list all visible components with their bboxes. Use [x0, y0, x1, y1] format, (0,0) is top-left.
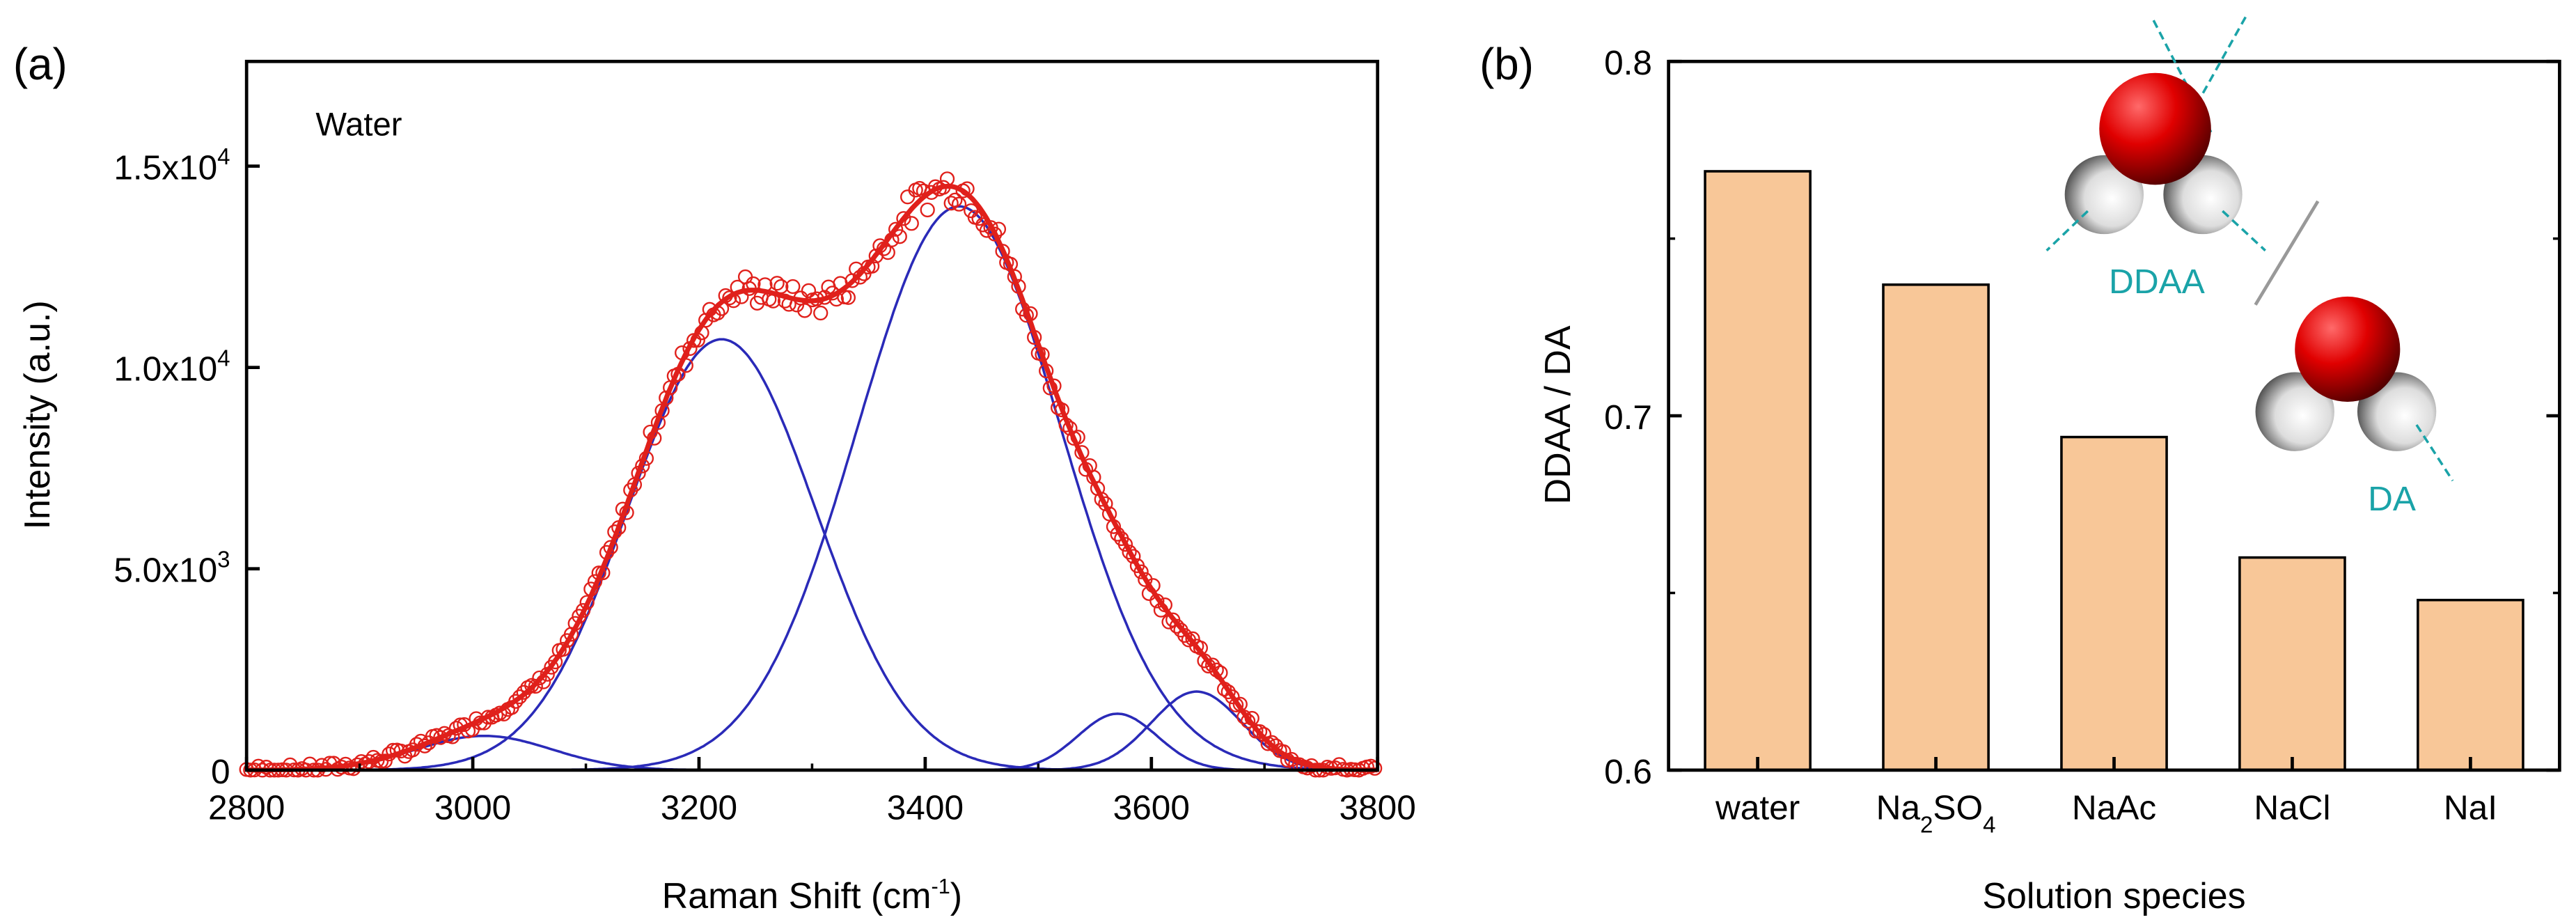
- x-tick-label: water: [1715, 788, 1800, 827]
- x-tick-label: NaCl: [2254, 788, 2330, 827]
- bar-nacl: [2238, 556, 2346, 772]
- data-point: [1220, 684, 1236, 700]
- data-point: [943, 196, 959, 211]
- data-point: [904, 216, 919, 231]
- x-tick-label: NaI: [2444, 788, 2497, 827]
- y-tick-label: 0.6: [1604, 752, 1652, 791]
- da-label: DA: [2368, 479, 2416, 518]
- x-tick-label: 3000: [434, 788, 511, 827]
- panel-b-bars: [1704, 170, 2524, 772]
- panel-a-ylabel: Intensity (a.u.): [17, 300, 58, 529]
- bar-nai: [2417, 598, 2524, 772]
- y-tick-label: 1.0x104: [113, 345, 230, 388]
- bar-naac: [2060, 435, 2168, 772]
- ddaa-label: DDAA: [2109, 262, 2205, 301]
- data-point: [939, 171, 955, 187]
- data-point: [1122, 545, 1137, 560]
- y-tick-label: 5.0x103: [113, 547, 230, 589]
- bar-water: [1704, 170, 1812, 772]
- panel-b-ylabel: DDAA / DA: [1538, 325, 1578, 504]
- x-tick-label: 3400: [887, 788, 964, 827]
- data-point: [900, 189, 916, 205]
- y-tick-label: 0.8: [1604, 43, 1652, 82]
- data-point: [892, 229, 907, 244]
- panel-a-label: (a): [13, 39, 68, 89]
- x-tick-label: 3600: [1113, 788, 1190, 827]
- panel-a: (a) Water 2800 3000 3200 3400 3600 3800 0 5.0x1…: [13, 39, 1416, 916]
- y-tick-label: 0.7: [1604, 398, 1652, 437]
- panel-a-axes: 2800 3000 3200 3400 3600 3800 0 5.0x103 1.0x104 1…: [113, 144, 1416, 827]
- data-point: [528, 678, 543, 694]
- panel-a-annotation: Water: [315, 106, 402, 143]
- gaussian-component-5: [246, 690, 1378, 772]
- data-point: [1117, 537, 1133, 552]
- fit-envelope-line: [246, 183, 1378, 773]
- x-tick-label: NaAc: [2072, 788, 2156, 827]
- data-point: [1252, 724, 1268, 740]
- panel-a-xlabel: Raman Shift (cm-1): [662, 874, 962, 916]
- panel-b-label: (b): [1479, 39, 1534, 89]
- x-tick-label: 3800: [1340, 788, 1416, 827]
- data-point: [769, 276, 785, 291]
- data-point: [532, 670, 547, 686]
- x-tick-label: Na2SO4: [1876, 788, 1996, 838]
- panel-b-xlabel: Solution species: [1982, 876, 2245, 916]
- data-point: [896, 211, 911, 226]
- gaussian-component-2: [246, 338, 1378, 772]
- y-tick-label: 1.5x104: [113, 144, 230, 187]
- data-point: [1225, 689, 1240, 705]
- data-point: [797, 303, 812, 318]
- x-tick-label: 3200: [661, 788, 737, 827]
- data-point: [888, 221, 904, 237]
- data-point: [920, 202, 935, 218]
- data-point: [556, 641, 571, 657]
- data-point: [801, 283, 817, 299]
- data-point: [512, 689, 528, 705]
- y-tick-label: 0: [211, 752, 230, 791]
- data-point: [722, 290, 737, 306]
- panel-a-plot-area: [239, 171, 1383, 778]
- panel-b-axes: water Na2SO4 NaAc NaCl NaI 0.6 0.7 0.8: [1604, 43, 2560, 838]
- ddaa-molecule-inset: DDAA DA: [2045, 16, 2454, 518]
- data-point: [508, 694, 524, 709]
- data-point: [840, 290, 856, 305]
- data-point: [813, 305, 828, 321]
- data-point: [1240, 713, 1256, 729]
- x-tick-label: 2800: [208, 788, 285, 827]
- gaussian-component-3: [246, 205, 1378, 772]
- data-point: [948, 192, 963, 208]
- bar-na: [1882, 283, 1990, 772]
- data-point: [785, 279, 801, 295]
- data-point: [951, 196, 967, 212]
- data-point: [1133, 564, 1149, 579]
- data-point: [987, 226, 1003, 242]
- panel-b: (b) water Na2SO4 NaAc NaCl NaI 0.6 0.7 0.8 Solu…: [1479, 16, 2561, 916]
